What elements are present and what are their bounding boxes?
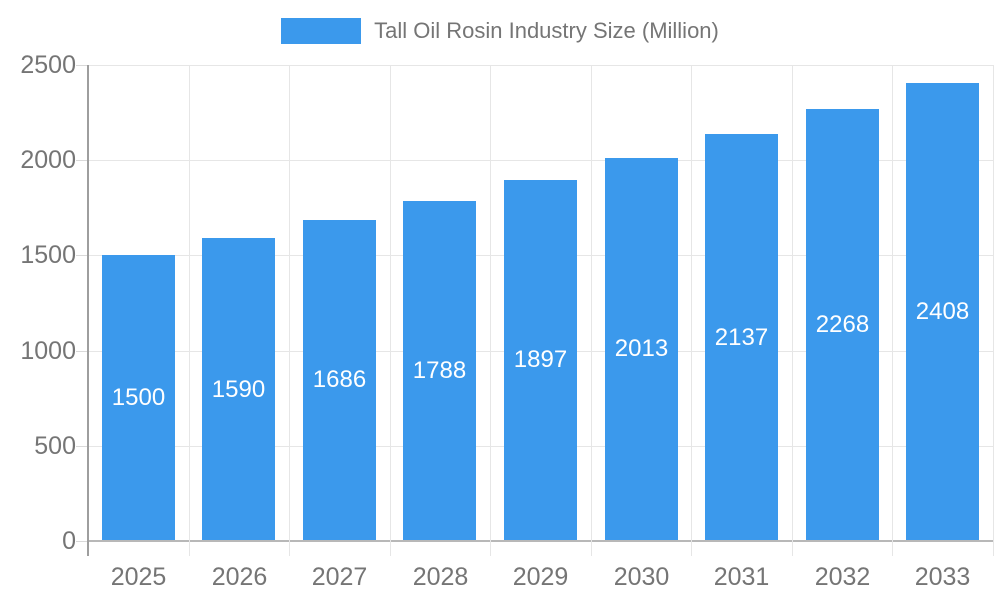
bar[interactable]: 1590 [202,238,275,540]
x-gridline [892,65,893,556]
x-gridline [490,65,491,556]
bar-value-label: 2013 [614,335,669,363]
x-gridline [390,65,391,556]
y-axis-tick [76,255,88,257]
x-axis-label: 2033 [914,563,971,591]
bar[interactable]: 2013 [605,157,678,540]
x-gridline [591,65,592,556]
x-axis-label: 2032 [814,563,871,591]
y-axis-label: 500 [34,431,76,460]
bar-value-label: 1897 [513,346,568,374]
y-gridline [88,540,993,542]
bar[interactable]: 2268 [806,109,879,540]
y-gridline [88,65,993,66]
bar[interactable]: 2408 [906,82,979,540]
bar[interactable]: 1500 [102,255,175,540]
x-axis-label: 2025 [110,563,167,591]
bar-value-label: 2408 [915,297,970,325]
legend-swatch-icon [281,18,362,44]
bar[interactable]: 1686 [303,219,376,540]
bar-value-label: 1788 [412,356,467,384]
bar[interactable]: 1897 [504,179,577,540]
bar[interactable]: 2137 [705,134,778,540]
y-axis-label: 0 [62,527,76,555]
x-axis-label: 2029 [512,563,569,591]
bar-value-label: 1500 [111,384,166,412]
y-axis-line [87,65,89,556]
y-axis-tick [76,160,88,162]
y-axis-tick [76,445,88,447]
y-axis-tick [76,65,88,66]
x-axis-label: 2031 [713,563,770,591]
legend-label: Tall Oil Rosin Industry Size (Million) [374,18,719,43]
x-gridline [792,65,793,556]
x-gridline [289,65,290,556]
legend[interactable]: Tall Oil Rosin Industry Size (Million) [0,18,1000,44]
x-axis-label: 2026 [211,563,268,591]
x-gridline [993,65,994,556]
y-axis-label: 2500 [20,51,76,79]
y-axis-tick [76,541,88,542]
y-gridline [88,160,993,162]
x-gridline [691,65,692,556]
bar-value-label: 1686 [312,366,367,394]
x-axis-label: 2028 [412,563,469,591]
bar[interactable]: 1788 [403,200,476,540]
y-axis-label: 1500 [20,241,76,270]
bar-value-label: 2137 [714,323,769,351]
x-axis-label: 2030 [613,563,670,591]
bar-value-label: 1590 [211,375,266,403]
x-axis-label: 2027 [311,563,368,591]
y-axis-label: 1000 [20,336,76,365]
y-axis-tick [76,350,88,352]
y-axis-label: 2000 [20,146,76,175]
bar-value-label: 2268 [815,311,870,339]
x-gridline [189,65,190,556]
